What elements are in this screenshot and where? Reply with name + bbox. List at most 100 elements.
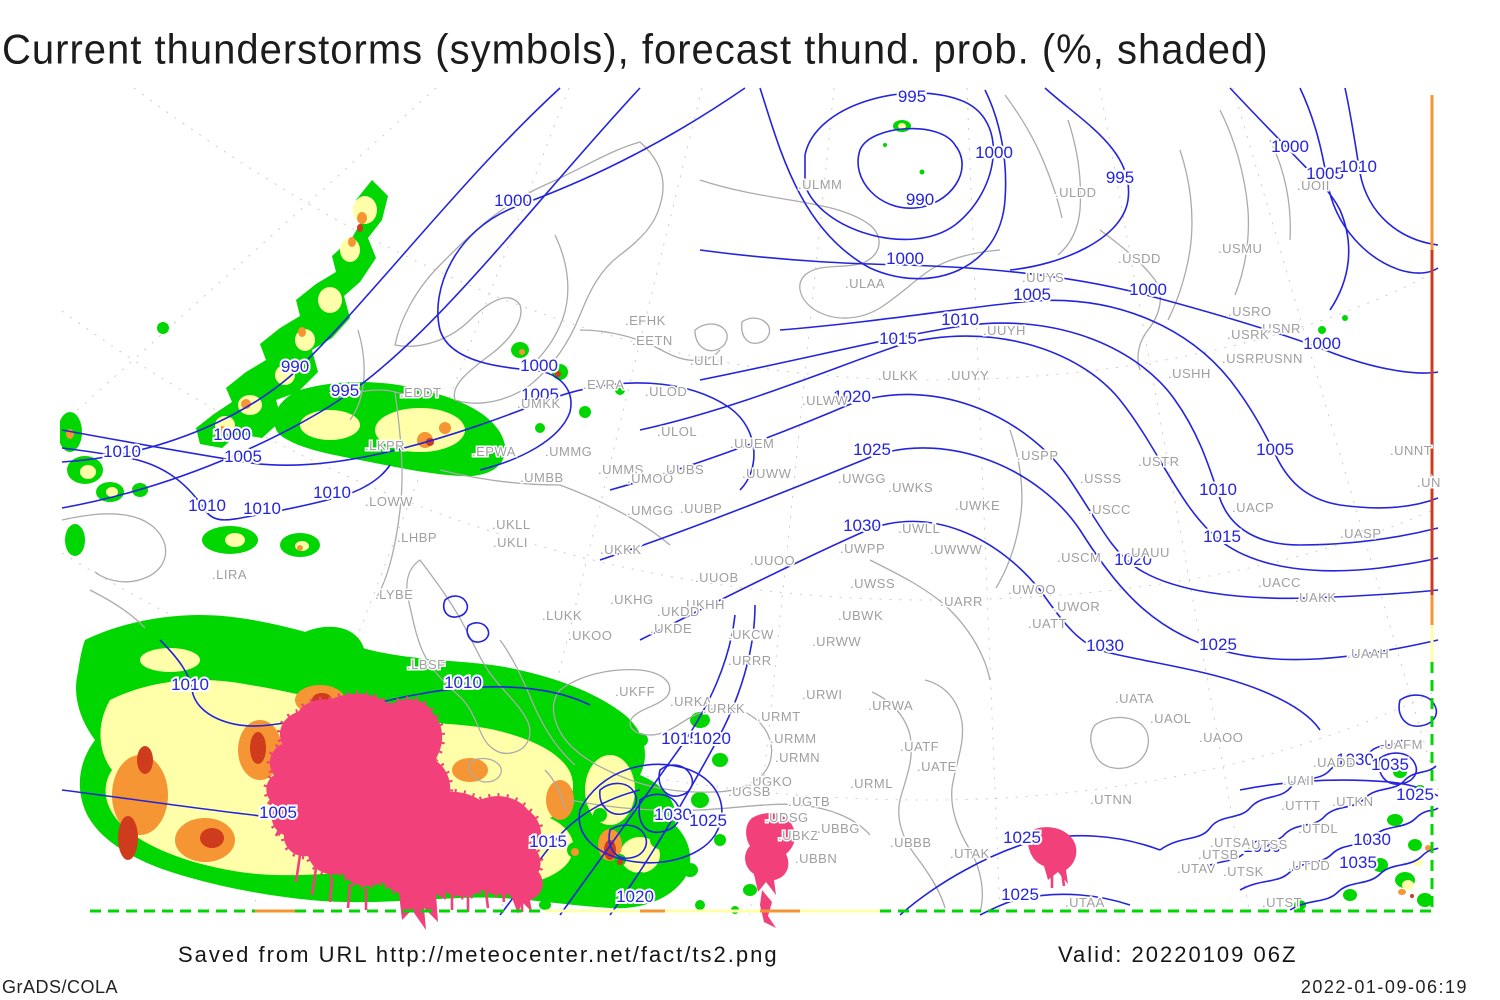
station-label: .UWPP <box>840 541 885 556</box>
station-label: .UKOO <box>568 628 612 643</box>
station-label: .UWLL <box>898 521 940 536</box>
station-label: .UTAK <box>950 846 990 861</box>
station-label: .USCM <box>1057 550 1101 565</box>
isobar-label: 1025 <box>1001 885 1039 904</box>
isobar-label: 1005 <box>1013 285 1051 304</box>
isobar-label: 1020 <box>693 729 731 748</box>
station-label: .USRR <box>1222 351 1265 366</box>
grads-credit: GrADS/COLA <box>2 977 119 997</box>
station-label: .UMBB <box>520 470 564 485</box>
station-label: .ULWW <box>802 393 849 408</box>
isobars <box>61 87 1439 916</box>
station-label: .UATA <box>1115 691 1154 706</box>
station-label: .UATF <box>900 739 939 754</box>
station-label: .UKFF <box>615 684 655 699</box>
isobar-label: 995 <box>1106 168 1134 187</box>
station-label: .UACC <box>1258 575 1301 590</box>
valid-time-caption: Valid: 20220109 06Z <box>1058 942 1298 967</box>
station-label: .UATE <box>917 759 957 774</box>
isobar-label: 1005 <box>1256 440 1294 459</box>
station-label: .UUYH <box>983 323 1026 338</box>
station-label: .UTSK <box>1223 864 1264 879</box>
station-label: .ULKK <box>878 368 918 383</box>
station-label: .UKKK <box>600 542 642 557</box>
station-label: .UTDL <box>1298 821 1338 836</box>
thunderstorm-symbols <box>263 690 1077 930</box>
station-label: .UUBP <box>680 501 722 516</box>
station-label: .UWGG <box>838 471 886 486</box>
station-label: .UUOO <box>750 553 795 568</box>
station-label: .UUYY <box>947 368 989 383</box>
station-label: .UAII <box>1283 773 1314 788</box>
station-label: .UNNT <box>1390 443 1432 458</box>
creation-timestamp: 2022-01-09-06:19 <box>1300 977 1468 997</box>
station-label: .UKLL <box>492 517 531 532</box>
isobar-label: 995 <box>898 87 926 106</box>
station-label: .UTAA <box>1065 895 1105 910</box>
isobar-label: 1010 <box>103 442 141 461</box>
station-label: .UMMS <box>598 462 644 477</box>
station-label: .URMT <box>757 709 801 724</box>
station-label: .UKLI <box>493 535 528 550</box>
station-label: .EDDT <box>400 385 442 400</box>
station-label: .URMN <box>775 750 820 765</box>
station-label: .UUYS <box>1022 270 1064 285</box>
page-title: Current thunderstorms (symbols), forecas… <box>2 26 1269 74</box>
latlon-grid <box>61 87 1439 916</box>
station-label: .LBSF <box>407 657 446 672</box>
isobar-label: 1010 <box>188 496 226 515</box>
station-label: .UWKE <box>955 498 1000 513</box>
station-label: .URMM <box>770 731 817 746</box>
station-label: .UUOB <box>695 570 739 585</box>
station-label: .UAOO <box>1199 730 1243 745</box>
isobar-label: 1010 <box>941 310 979 329</box>
station-label: .USSS <box>1080 471 1122 486</box>
isobar-label: 1000 <box>1129 280 1167 299</box>
station-label: .UAFM <box>1380 737 1423 752</box>
isobar-label: 990 <box>906 190 934 209</box>
isobar-label: 1010 <box>1339 157 1377 176</box>
station-label: .UDSG <box>765 810 809 825</box>
station-label: .LOWW <box>365 494 413 509</box>
station-label: .UTNN <box>1090 792 1132 807</box>
station-label: .UWOR <box>1053 599 1100 614</box>
isobar-label: 1010 <box>171 675 209 694</box>
station-label: .UACP <box>1232 500 1274 515</box>
station-label: .UAKK <box>1295 590 1337 605</box>
station-label: .UKHH <box>682 597 725 612</box>
station-label: .UBBG <box>817 821 860 836</box>
station-label: .UGKO <box>748 774 792 789</box>
station-label: .URKK <box>703 701 745 716</box>
isobar-label: 1015 <box>661 729 699 748</box>
isobar-label: 1000 <box>975 143 1013 162</box>
station-label: .UTTT <box>1281 798 1320 813</box>
saved-from-url-caption: Saved from URL http://meteocenter.net/fa… <box>178 942 779 967</box>
station-label: .UUEM <box>730 436 774 451</box>
station-label: .UOII <box>1297 178 1330 193</box>
station-label: .URWW <box>812 634 861 649</box>
station-label: .ULMM <box>798 177 842 192</box>
station-label: .ULAA <box>845 276 885 291</box>
station-label: .UAUU <box>1127 545 1170 560</box>
isobar-label: 1035 <box>1339 853 1377 872</box>
station-label: .UKHG <box>610 592 654 607</box>
isobar-label: 1025 <box>1199 635 1237 654</box>
isobar-label: 1000 <box>520 356 558 375</box>
station-label: .USRK <box>1227 327 1269 342</box>
station-label: .UADD <box>1313 755 1356 770</box>
station-label: .UBWK <box>838 608 883 623</box>
isobar-label: 1005 <box>224 447 262 466</box>
station-labels: .ULMM .ULDD .UOII .ULAA .UUYS .USMU .USDD .UUYH… <box>211 176 1441 912</box>
station-label: .UBBB <box>890 835 932 850</box>
station-label: .USHH <box>1168 366 1211 381</box>
station-label: .URWI <box>802 687 843 702</box>
station-label: .UTST <box>1262 895 1302 910</box>
station-label: .LKPR <box>365 438 405 453</box>
isobar-label: 990 <box>281 357 309 376</box>
station-label: .EVRA <box>583 377 625 392</box>
station-label: .USDD <box>1118 251 1161 266</box>
isobar-label: 1025 <box>853 440 891 459</box>
isobar-label: 1010 <box>1199 480 1237 499</box>
station-label: .UTKN <box>1332 794 1374 809</box>
